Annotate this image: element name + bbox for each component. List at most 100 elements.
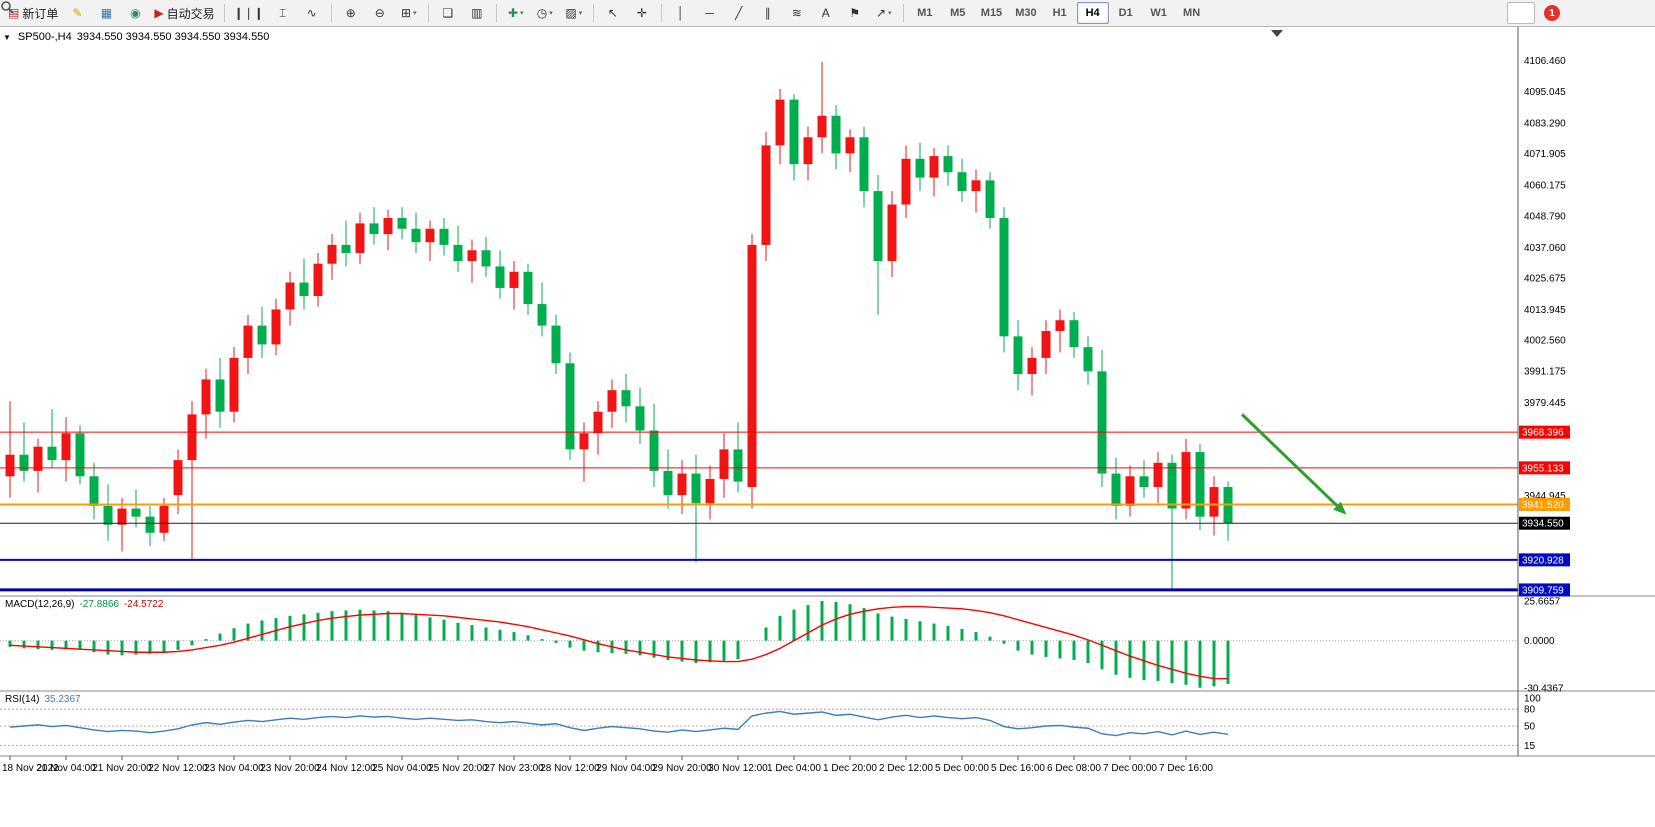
timeframe-mn[interactable]: MN [1183, 7, 1201, 19]
crosshair-icon: ✛ [636, 6, 647, 20]
new-order-button[interactable]: ▤ 新订单 [4, 2, 62, 24]
dropdown-arrow-icon[interactable]: ▾ [413, 10, 417, 17]
svg-text:28 Nov 12:00: 28 Nov 12:00 [540, 763, 600, 774]
text-button[interactable]: A [812, 2, 840, 24]
candlestick-chart-button[interactable]: ⌶ [269, 2, 297, 24]
svg-text:3909.759: 3909.759 [1522, 585, 1564, 596]
dropdown-arrow-icon[interactable]: ▾ [888, 10, 892, 17]
ohlc-values: 3934.550 3934.550 3934.550 3934.550 [76, 31, 270, 43]
svg-text:29 Nov 04:00: 29 Nov 04:00 [596, 763, 656, 774]
one-click-trading-toggle[interactable]: ▼ [3, 32, 11, 42]
svg-text:18 Nov 2022: 18 Nov 2022 [2, 763, 59, 774]
price-axis[interactable]: 4106.460 4095.045 4083.290 4071.905 4060.175… [1517, 27, 1566, 756]
crosshair-button[interactable]: ✛ [628, 2, 656, 24]
indicators-icon: ✚ [507, 6, 519, 20]
candles [5, 61, 1233, 590]
metaeditor-button[interactable]: ✎ [63, 2, 91, 24]
svg-text:21 Nov 20:00: 21 Nov 20:00 [92, 763, 152, 774]
svg-text:5 Dec 00:00: 5 Dec 00:00 [935, 763, 989, 774]
svg-text:3991.175: 3991.175 [1524, 366, 1566, 377]
label-button[interactable]: ⚑ [841, 2, 869, 24]
svg-text:25 Nov 20:00: 25 Nov 20:00 [428, 763, 488, 774]
svg-text:4083.290: 4083.290 [1524, 119, 1566, 130]
vertical-line-button[interactable]: │ [667, 2, 695, 24]
notification-badge[interactable]: 1 [1544, 5, 1560, 21]
macd-indicator-name: MACD(12,26,9) [5, 599, 75, 610]
vertical-line-icon: │ [677, 6, 685, 20]
chart-area: 4106.460 4095.045 4083.290 4071.905 4060.175… [0, 27, 1655, 827]
horizontal-line-objects[interactable] [0, 431, 1518, 592]
bar-chart-button[interactable]: ❙❘❙ [230, 2, 268, 24]
svg-text:21 Nov 04:00: 21 Nov 04:00 [36, 763, 96, 774]
macd-label: MACD(12,26,9) -27.8866 -24.5722 [5, 599, 163, 610]
templates-button[interactable]: ▨ ▾ [560, 2, 588, 24]
line-chart-icon: ∿ [306, 6, 317, 20]
cursor-icon: ↖ [607, 6, 618, 20]
timeframe-m5[interactable]: M5 [950, 7, 966, 19]
zoom-in-button[interactable]: ⊕ [337, 2, 365, 24]
svg-text:5 Dec 16:00: 5 Dec 16:00 [991, 763, 1045, 774]
horizontal-line-button[interactable]: ─ [696, 2, 724, 24]
svg-text:4048.790: 4048.790 [1524, 211, 1566, 222]
trendline-button[interactable]: ╱ [725, 2, 753, 24]
symbol-period-label: SP500-,H4 [17, 31, 72, 43]
price-badges: 3968.396 3955.133 3941.520 3934.550 3920.928… [1519, 425, 1570, 597]
svg-text:1 Dec 04:00: 1 Dec 04:00 [767, 763, 821, 774]
channel-button[interactable]: ∥ [754, 2, 782, 24]
autotrading-icon: ▶ [154, 6, 164, 20]
dropdown-arrow-icon[interactable]: ▾ [549, 10, 553, 17]
horizontal-line-icon: ─ [705, 6, 715, 20]
tile-windows-icon: ⊞ [400, 6, 412, 20]
timeframe-w1[interactable]: W1 [1150, 7, 1167, 19]
dropdown-arrow-icon[interactable]: ▾ [520, 10, 524, 17]
svg-text:27 Nov 23:00: 27 Nov 23:00 [484, 763, 544, 774]
chart-shift-marker[interactable] [1271, 30, 1283, 37]
trend-arrow-object[interactable] [1240, 413, 1347, 515]
line-chart-button[interactable]: ∿ [298, 2, 326, 24]
community-button[interactable]: ◉ [121, 2, 149, 24]
cascade-windows-button[interactable]: ❏ [434, 2, 462, 24]
dropdown-arrow-icon[interactable]: ▾ [578, 10, 583, 17]
new-order-button-label: 新订单 [22, 6, 59, 21]
auto-arrange-button[interactable]: ▥ [463, 2, 491, 24]
arrows-button[interactable]: ↗ ▾ [870, 2, 898, 24]
charts-window-icon: ▦ [100, 6, 113, 20]
periods-button[interactable]: ◷ ▾ [531, 2, 559, 24]
new-order-icon: ▤ [8, 6, 20, 20]
svg-text:4071.905: 4071.905 [1524, 149, 1566, 160]
svg-text:4106.460: 4106.460 [1524, 56, 1566, 67]
svg-text:-30.4367: -30.4367 [1524, 683, 1564, 694]
zoom-out-icon: ⊖ [374, 6, 385, 20]
svg-text:22 Nov 12:00: 22 Nov 12:00 [148, 763, 208, 774]
rsi-panel [0, 708, 1518, 746]
svg-text:25 Nov 04:00: 25 Nov 04:00 [372, 763, 432, 774]
svg-text:24 Nov 12:00: 24 Nov 12:00 [316, 763, 376, 774]
cursor-button[interactable]: ↖ [599, 2, 627, 24]
charts-window-button[interactable]: ▦ [92, 2, 120, 24]
indicators-button[interactable]: ✚ ▾ [502, 2, 530, 24]
community-icon: ◉ [130, 6, 141, 20]
autotrading-button-label: 自动交易 [166, 6, 215, 21]
svg-text:4025.675: 4025.675 [1524, 274, 1566, 285]
timeframe-m30[interactable]: M30 [1015, 7, 1037, 19]
svg-text:4060.175: 4060.175 [1524, 181, 1566, 192]
timeframe-h1[interactable]: H1 [1052, 7, 1067, 19]
label-icon: ⚑ [849, 6, 861, 20]
timeframe-m15[interactable]: M15 [980, 7, 1003, 19]
timeframe-d1[interactable]: D1 [1118, 7, 1133, 19]
tile-windows-button[interactable]: ⊞ ▾ [395, 2, 423, 24]
svg-text:4095.045: 4095.045 [1524, 87, 1566, 98]
svg-text:1 Dec 20:00: 1 Dec 20:00 [823, 763, 877, 774]
zoom-out-button[interactable]: ⊖ [366, 2, 394, 24]
macd-signal-value: -24.5722 [123, 599, 164, 610]
price-chart: 4106.460 4095.045 4083.290 4071.905 4060.175… [0, 27, 1655, 774]
autotrading-button[interactable]: ▶ 自动交易 [150, 2, 218, 24]
fibonacci-icon: ≋ [791, 6, 802, 20]
fibonacci-button[interactable]: ≋ [783, 2, 811, 24]
rsi-indicator-name: RSI(14) [5, 694, 40, 705]
timeframe-h4[interactable]: H4 [1076, 2, 1109, 24]
search-button[interactable] [1, 1, 1535, 24]
text-icon: A [821, 6, 830, 20]
timeframe-m1[interactable]: M1 [917, 7, 933, 19]
